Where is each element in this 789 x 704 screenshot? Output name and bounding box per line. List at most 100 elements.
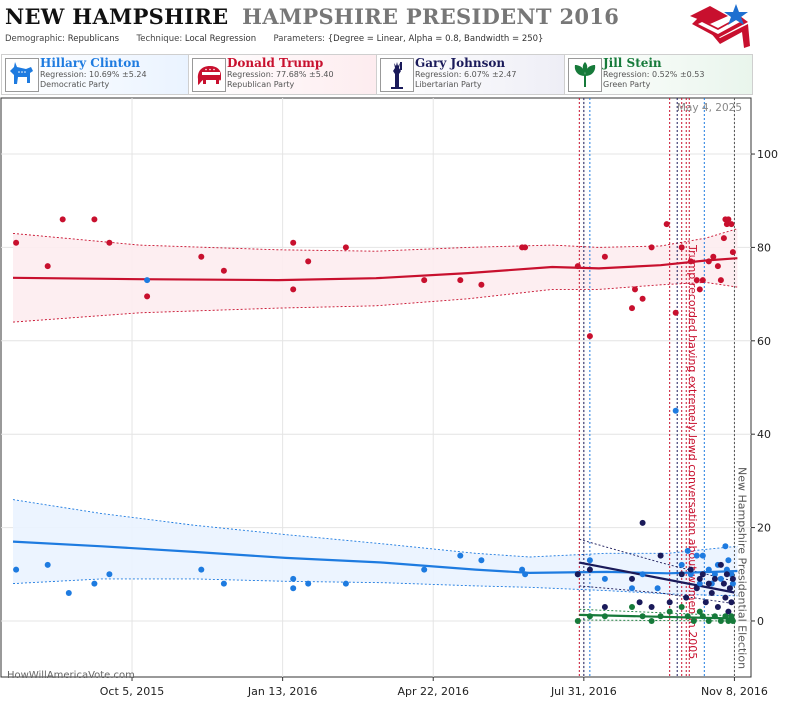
data-point [601, 253, 608, 260]
data-point [666, 608, 673, 615]
data-point [198, 253, 205, 260]
upper-bound-line [579, 608, 735, 617]
candidate-regression: Regression: 77.68% ±5.40 [227, 70, 334, 79]
candidate-name: Donald Trump [227, 56, 324, 70]
data-point [220, 267, 227, 274]
data-point [723, 571, 730, 578]
data-point [678, 604, 685, 610]
x-tick-label: Jul 31, 2016 [550, 685, 617, 698]
upper-bound-line [12, 499, 738, 558]
data-point [729, 575, 736, 582]
data-point [729, 249, 736, 256]
data-point [696, 286, 703, 293]
parameters-line: Demographic: Republicans Technique: Loca… [5, 34, 543, 44]
data-point [59, 216, 66, 223]
data-point [717, 561, 724, 568]
data-point [457, 277, 464, 284]
data-point [586, 557, 593, 564]
trend-line [579, 561, 735, 594]
page-title: NEW HAMPSHIRE HAMPSHIRE PRESIDENT 2016 [5, 4, 619, 29]
data-point [342, 244, 349, 251]
lower-bound-line [12, 281, 738, 323]
data-point [639, 571, 646, 578]
data-point [696, 608, 703, 615]
data-point [726, 585, 733, 592]
watermark: HowWillAmericaVote.com [7, 670, 135, 681]
candidate-name: Gary Johnson [415, 56, 506, 70]
data-point [725, 608, 732, 615]
candidate-card-clinton[interactable]: Hillary Clinton Regression: 10.69% ±5.24… [1, 54, 190, 95]
data-point [639, 613, 646, 620]
candidate-card-johnson[interactable]: Gary Johnson Regression: 6.07% ±2.47 Lib… [376, 54, 565, 95]
data-point [728, 599, 735, 606]
data-point [672, 407, 679, 414]
demographic-value: Republicans [67, 34, 120, 44]
candidate-card-stein[interactable]: Jill Stein Regression: 0.52% ±0.53 Green… [564, 54, 753, 95]
data-point [648, 244, 655, 251]
data-point [705, 580, 712, 587]
data-point [693, 585, 700, 592]
data-point [714, 263, 721, 270]
data-point [290, 575, 297, 582]
data-point [654, 585, 661, 592]
data-point [687, 566, 694, 573]
parameters-value: {Degree = Linear, Alpha = 0.8, Bandwidth… [327, 34, 544, 44]
lower-bound-line [579, 585, 735, 605]
upper-bound-line [12, 228, 738, 252]
data-point [601, 613, 608, 620]
data-point [728, 221, 735, 228]
data-point [629, 575, 635, 582]
data-point [106, 239, 113, 246]
data-point [717, 277, 724, 284]
data-point [457, 552, 464, 559]
liberty-statue-icon [380, 58, 414, 92]
data-point [91, 580, 98, 587]
y-tick-label: 20 [757, 522, 771, 535]
data-point [729, 580, 736, 587]
candidate-party: Democratic Party [40, 80, 110, 89]
data-point [639, 295, 646, 302]
candidate-name: Jill Stein [603, 56, 662, 70]
data-point [629, 585, 635, 592]
data-point [717, 618, 724, 624]
data-point [723, 221, 730, 228]
data-point [720, 235, 727, 242]
donkey-icon [5, 58, 39, 92]
data-point [601, 604, 608, 610]
data-point [711, 575, 718, 582]
data-point [723, 566, 730, 573]
data-point [663, 221, 670, 228]
data-point [687, 258, 694, 265]
data-point [705, 258, 712, 265]
candidate-party: Green Party [603, 80, 651, 89]
data-point [574, 618, 581, 624]
date-label: May 4, 2025 [677, 102, 742, 114]
data-point [144, 277, 151, 284]
parameters-label: Parameters: [273, 34, 326, 44]
data-point [198, 566, 205, 573]
data-point [678, 571, 685, 578]
candidate-card-trump[interactable]: Donald Trump Regression: 77.68% ±5.40 Re… [188, 54, 377, 95]
data-point [720, 580, 727, 587]
data-point [711, 613, 718, 620]
data-point [729, 618, 736, 624]
data-point [657, 613, 664, 620]
data-point [699, 613, 706, 620]
data-point [672, 309, 679, 316]
upper-bound-line [579, 538, 735, 582]
candidate-party: Libertarian Party [415, 80, 482, 89]
data-point [13, 566, 20, 573]
data-point [705, 618, 712, 624]
y-tick-label: 80 [757, 241, 771, 254]
data-point [696, 575, 703, 582]
data-point [65, 590, 72, 596]
data-point [629, 604, 635, 610]
x-tick-label: Nov 8, 2016 [701, 685, 768, 698]
data-point [696, 580, 703, 587]
x-tick-label: Apr 22, 2016 [397, 685, 469, 698]
technique-value: Local Regression [184, 34, 257, 44]
data-point [44, 561, 51, 568]
state-title: NEW HAMPSHIRE [5, 4, 229, 29]
data-point [666, 599, 673, 606]
data-point [519, 566, 526, 573]
